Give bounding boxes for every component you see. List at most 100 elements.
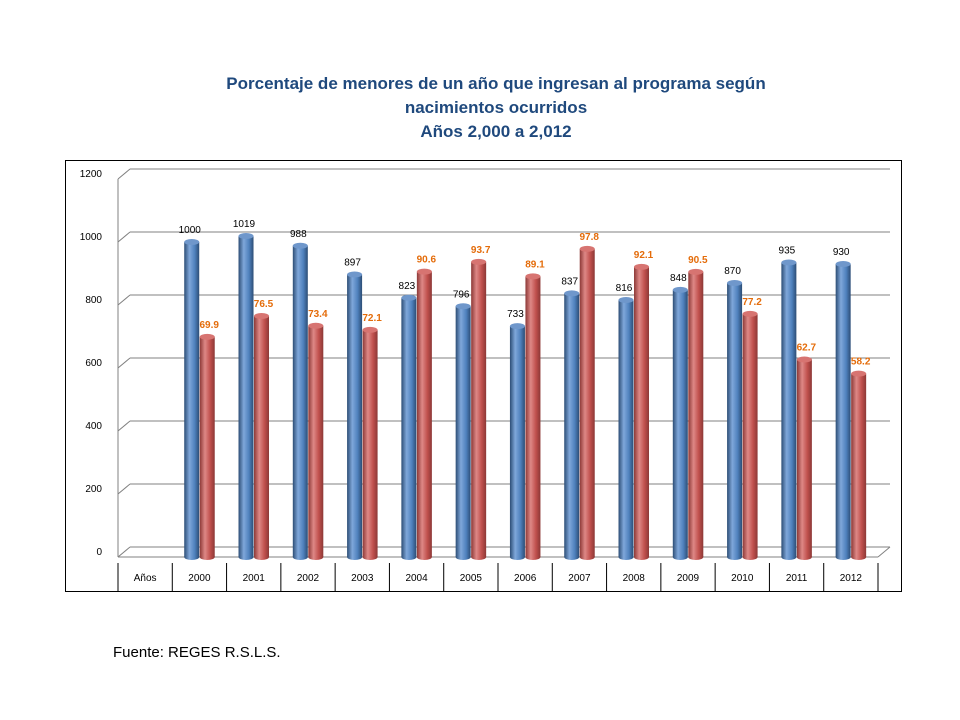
bar-series1 (835, 264, 851, 557)
title-line-3: Años 2,000 a 2,012 (420, 122, 572, 141)
y-tick-label: 600 (85, 358, 102, 369)
bar-series1-cap (292, 242, 308, 249)
bar-series1-cap (672, 286, 688, 293)
bar-series1 (238, 236, 254, 557)
x-tick-label: 2003 (351, 573, 374, 584)
y-tick-label: 1200 (80, 169, 103, 180)
bar-series2-cap (742, 310, 758, 317)
bar-series2-base (199, 554, 215, 560)
bar-series2-cap (254, 313, 270, 320)
y-tick-label: 800 (85, 295, 102, 306)
bar-series1-cap (835, 261, 851, 268)
bar-series2-base (254, 554, 270, 560)
bar-series1-base (618, 554, 634, 560)
gridline-diagonal (117, 231, 131, 243)
bar-series2-base (742, 554, 758, 560)
bar-series2-cap (199, 333, 215, 340)
data-label-series1: 733 (507, 309, 524, 320)
x-tick-label: 2011 (786, 573, 808, 584)
data-label-series2: 97.8 (579, 232, 599, 243)
bar-series1 (184, 242, 200, 557)
data-label-series2: 90.6 (417, 255, 437, 266)
bar-series2 (634, 266, 650, 557)
data-label-series2: 73.4 (308, 309, 328, 320)
data-label-series2: 93.7 (471, 245, 491, 256)
bar-series1 (672, 289, 688, 557)
x-tick-label: 2009 (677, 573, 700, 584)
bar-series1 (618, 299, 634, 557)
data-label-series2: 69.9 (199, 320, 219, 331)
bar-series1-base (781, 554, 797, 560)
bar-series2-base (579, 554, 595, 560)
data-label-series1: 870 (724, 266, 741, 277)
bar-series1-cap (727, 279, 743, 286)
bar-series2-base (308, 554, 324, 560)
x-tick-label: 2007 (568, 573, 591, 584)
bar-series2-cap (634, 263, 650, 270)
bar-series1 (509, 326, 525, 557)
bar-series2-base (525, 554, 541, 560)
bar-series1-cap (564, 290, 580, 297)
bar-series2-base (416, 554, 432, 560)
data-label-series1: 930 (833, 247, 850, 258)
title-line-2: nacimientos ocurridos (404, 98, 588, 117)
data-label-series1: 935 (779, 245, 796, 256)
bar-series2-cap (688, 268, 704, 275)
x-tick-label: 2006 (514, 573, 537, 584)
bar-series2-cap (851, 370, 867, 377)
gridline-diagonal (117, 420, 131, 432)
bar-series1-cap (781, 259, 797, 266)
data-label-series1: 988 (290, 229, 307, 240)
bar-series1 (347, 274, 363, 557)
x-tick-label: 2008 (623, 573, 646, 584)
bar-series2-cap (362, 326, 378, 333)
chart-frame: 0 200 400 600 800 1000 1200 Años 2000 2001 2002 200… (65, 160, 902, 592)
bar-series1 (564, 293, 580, 557)
bar-series2 (796, 359, 812, 557)
bar-series2-base (634, 554, 650, 560)
bar-series1-base (292, 554, 308, 560)
data-label-series1: 848 (670, 273, 687, 284)
data-label-series2: 58.2 (851, 357, 871, 368)
x-tick-label: 2004 (405, 573, 428, 584)
bar-series2 (199, 336, 215, 557)
bar-series2-base (688, 554, 704, 560)
bar-series2-cap (525, 273, 541, 280)
bar-series2-cap (308, 322, 324, 329)
y-tick-label: 1000 (80, 232, 103, 243)
data-label-series1: 823 (399, 281, 416, 292)
bar-series1 (781, 262, 797, 557)
bar-series1-base (347, 554, 363, 560)
data-label-series1: 1000 (179, 225, 202, 236)
data-label-series2: 72.1 (362, 313, 382, 324)
bar-series2-cap (471, 258, 487, 265)
data-label-series2: 92.1 (634, 250, 654, 261)
bar-series2-cap (796, 356, 812, 363)
data-label-series1: 816 (616, 283, 633, 294)
bar-series2 (579, 248, 595, 557)
x-tick-label: 2001 (243, 573, 266, 584)
bar-series1-base (727, 554, 743, 560)
data-label-series1: 837 (561, 276, 578, 287)
bar-series2 (308, 325, 324, 557)
data-label-series2: 77.2 (742, 297, 762, 308)
gridline-diagonal (117, 483, 131, 495)
bar-series2 (688, 271, 704, 557)
chart-title: Porcentaje de menores de un año que ingr… (0, 72, 960, 144)
x-tick-label: 2005 (460, 573, 483, 584)
bar-series1 (727, 282, 743, 557)
gridline-diagonal (117, 168, 131, 180)
data-label-series2: 76.5 (254, 299, 274, 310)
data-label-series1: 796 (453, 289, 470, 300)
bar-series1-base (509, 554, 525, 560)
floor-right-edge (877, 546, 891, 558)
bar-series1-cap (455, 303, 471, 310)
bar-series1-cap (347, 271, 363, 278)
bar-series2-base (362, 554, 378, 560)
bar-series2-cap (416, 268, 432, 275)
y-tick-label: 0 (96, 547, 102, 558)
bar-series1 (455, 306, 471, 557)
bar-series1-cap (184, 239, 200, 245)
x-tick-label: 2010 (731, 573, 754, 584)
bar-series1 (292, 245, 308, 557)
